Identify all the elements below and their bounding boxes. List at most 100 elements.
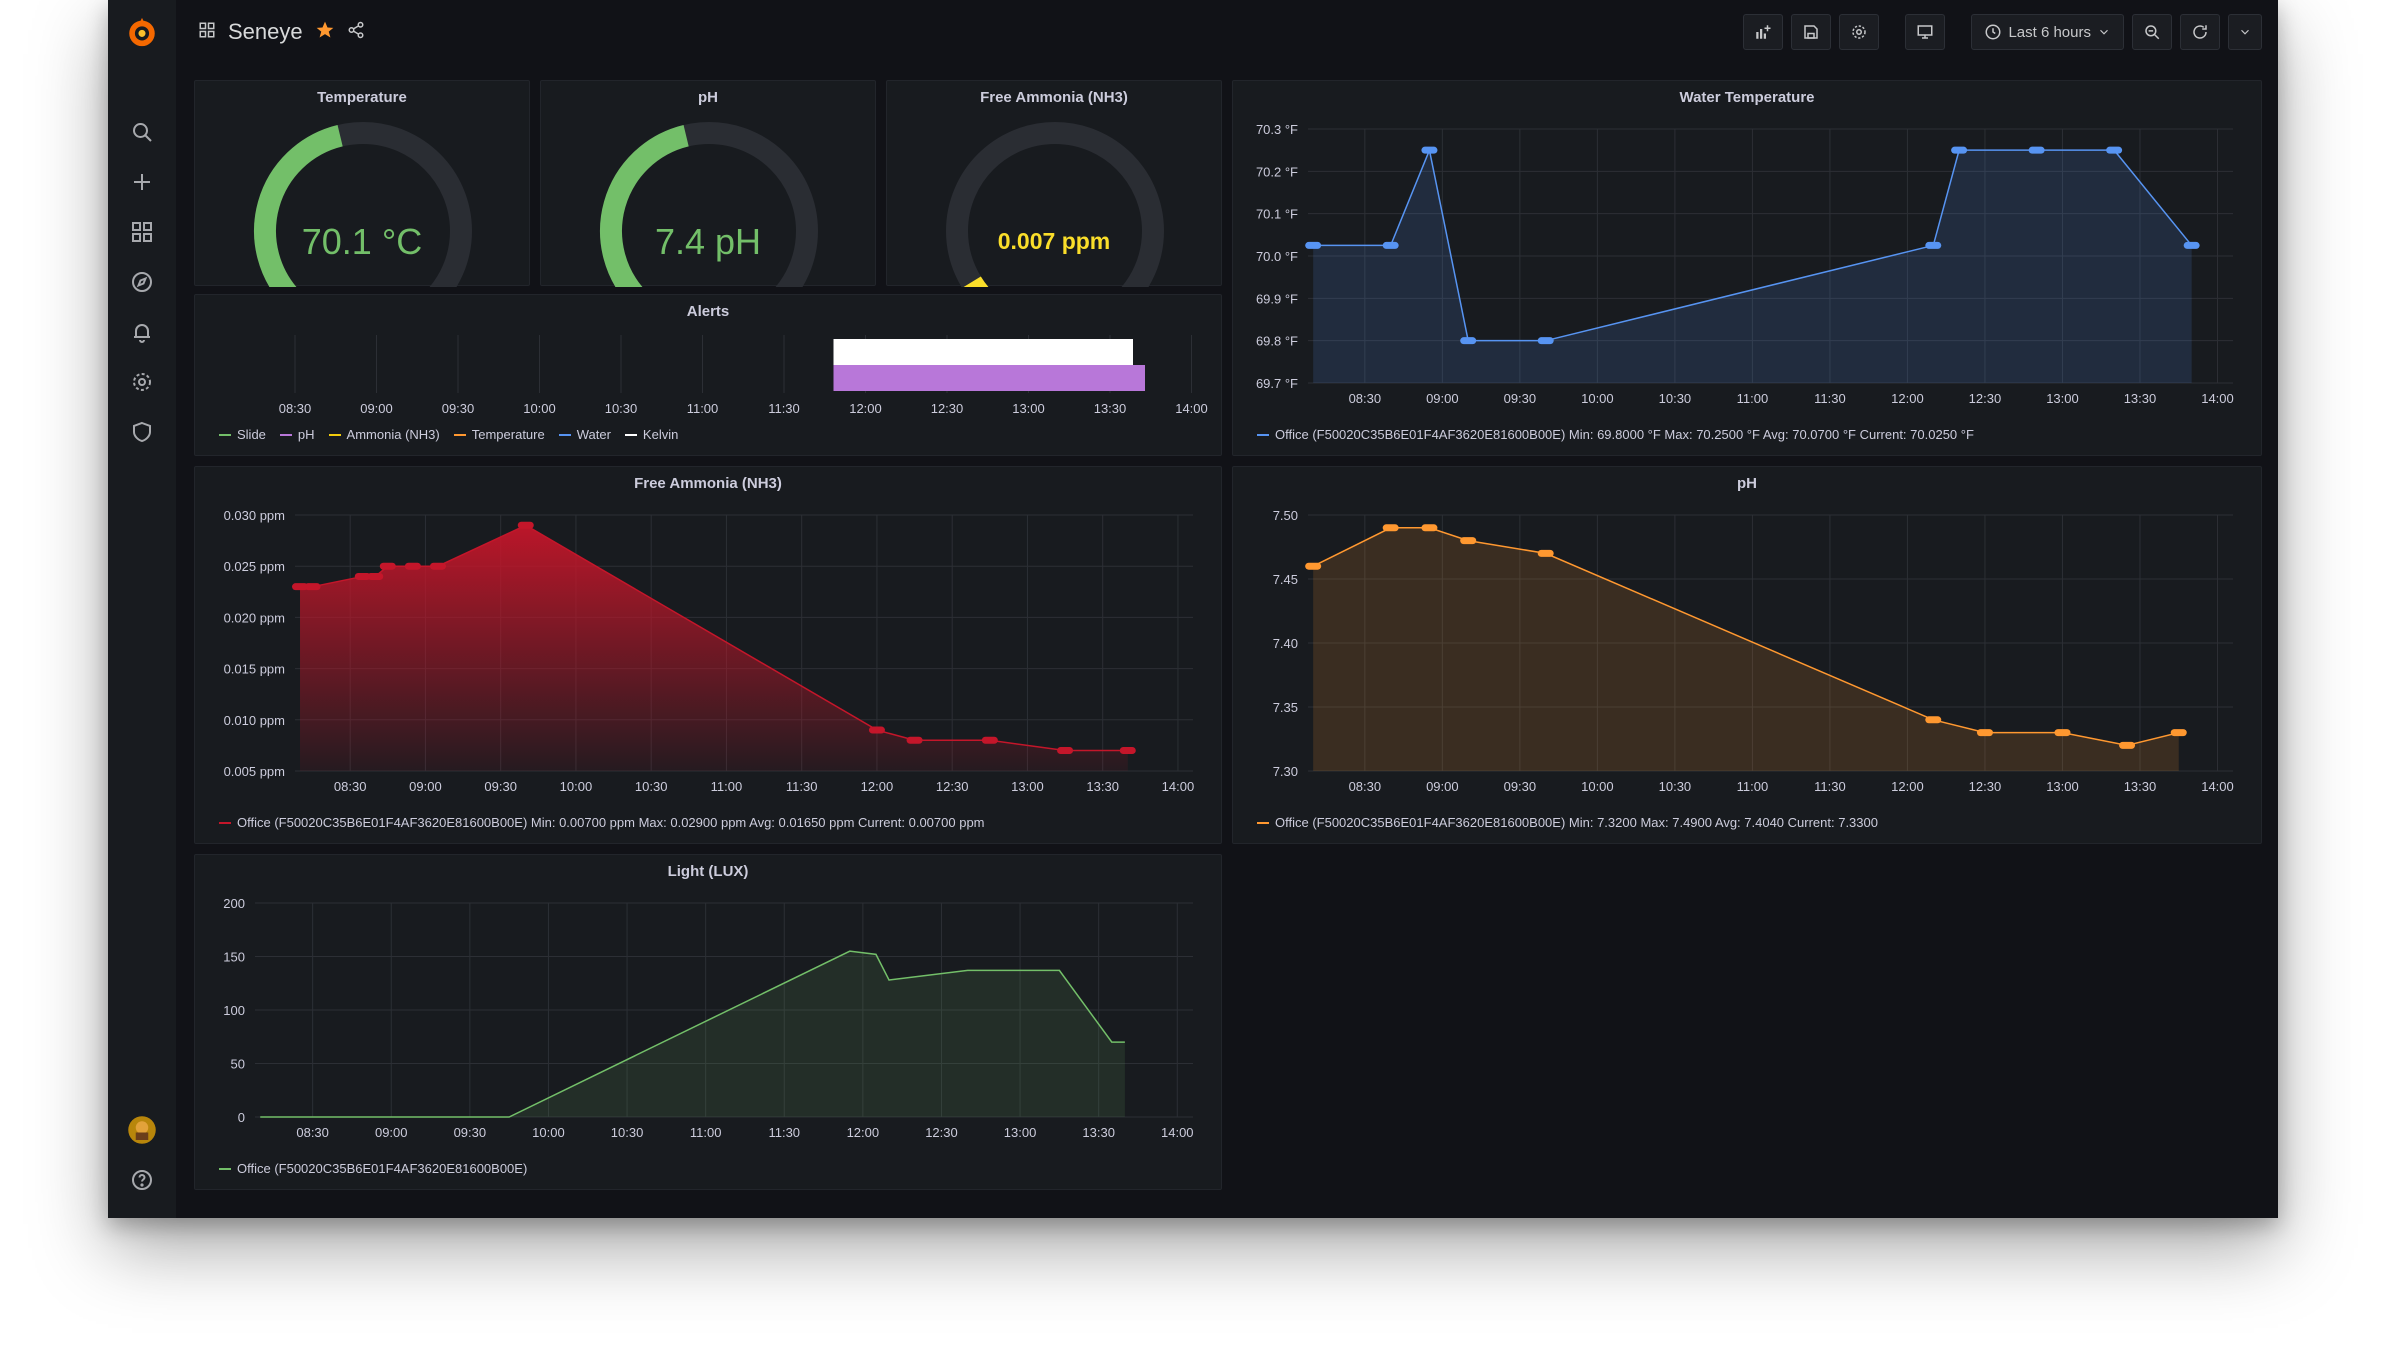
x-tick-label: 11:30 xyxy=(1814,391,1846,406)
y-tick-label: 100 xyxy=(223,1003,245,1018)
x-tick-label: 09:00 xyxy=(375,1125,408,1140)
tv-mode-button[interactable] xyxy=(1905,14,1946,50)
panel-title: Free Ammonia (NH3) xyxy=(634,475,782,492)
series-line xyxy=(1313,147,2193,342)
x-tick-label: 12:30 xyxy=(1969,779,2002,794)
data-point xyxy=(1460,337,1477,345)
data-point xyxy=(1119,747,1136,755)
x-tick-label: 08:30 xyxy=(334,779,367,794)
grid-icon xyxy=(198,21,216,44)
x-tick-label: 09:00 xyxy=(360,401,393,416)
chart-legend[interactable]: Office (F50020C35B6E01F4AF3620E81600B00E… xyxy=(1257,815,1878,830)
ammonia-gauge-panel[interactable]: Free Ammonia (NH3) 0.007 ppm xyxy=(886,80,1222,287)
data-point xyxy=(1925,241,1942,249)
legend-item[interactable]: Water xyxy=(558,427,611,442)
x-tick-label: 09:30 xyxy=(442,401,475,416)
x-tick-label: 11:00 xyxy=(1737,779,1769,794)
y-tick-label: 200 xyxy=(223,896,245,911)
zoom-out-button[interactable] xyxy=(2132,14,2172,50)
ph-gauge-panel[interactable]: pH 7.4 pH xyxy=(540,80,876,287)
x-tick-label: 12:00 xyxy=(847,1125,880,1140)
legend-item[interactable]: Slide xyxy=(219,427,266,442)
y-tick-label: 0 xyxy=(238,1110,245,1125)
legend-label: Kelvin xyxy=(642,427,679,442)
data-point xyxy=(1537,549,1554,557)
plus-icon[interactable] xyxy=(122,162,162,202)
ph-chart: 7.30 7.35 7.40 7.45 7.50 08:30 09:00 09:30 10:00… xyxy=(1273,508,2234,794)
help-icon[interactable] xyxy=(122,1160,162,1200)
x-tick-label: 13:30 xyxy=(1094,401,1127,416)
save-button[interactable] xyxy=(1791,14,1832,50)
star-icon[interactable] xyxy=(315,20,335,45)
avatar[interactable] xyxy=(122,1110,162,1150)
compass-icon[interactable] xyxy=(122,262,162,302)
x-tick-label: 09:30 xyxy=(1504,391,1537,406)
gauge-fill xyxy=(963,276,989,287)
free-ammonia-panel[interactable]: Free Ammonia (NH3) 0.005 ppm 0.010 ppm 0.0… xyxy=(194,466,1222,844)
data-point xyxy=(367,572,384,580)
x-tick-label: 09:30 xyxy=(454,1125,487,1140)
data-point xyxy=(2170,729,2187,737)
x-tick-label: 08:30 xyxy=(296,1125,329,1140)
free-ammonia-chart: 0.005 ppm 0.010 ppm 0.015 ppm 0.020 ppm 0.02… xyxy=(224,508,1195,794)
y-tick-label: 7.40 xyxy=(1273,636,1298,651)
alert-bar-kelvin xyxy=(833,339,1133,365)
time-range-picker[interactable]: Last 6 hours xyxy=(1971,14,2124,50)
legend-item[interactable]: Ammonia (NH3) xyxy=(328,427,440,442)
y-tick-label: 69.9 °F xyxy=(1256,291,1298,306)
x-tick-label: 09:00 xyxy=(1426,391,1459,406)
x-tick-label: 11:30 xyxy=(786,779,818,794)
data-point xyxy=(1057,747,1074,755)
panel-title: Alerts xyxy=(686,303,730,320)
legend-item[interactable]: Temperature xyxy=(453,427,545,442)
search-icon[interactable] xyxy=(122,112,162,152)
alerts-timeline: 08:30 09:00 09:30 10:00 10:30 11:00 11:30 12:00… xyxy=(279,335,1208,416)
add-panel-button[interactable] xyxy=(1743,14,1784,50)
topbar: Seneye Last 6 xyxy=(176,0,2278,64)
x-tick-label: 14:00 xyxy=(1175,401,1208,416)
legend-label: pH xyxy=(297,427,315,442)
chart-legend[interactable]: Office (F50020C35B6E01F4AF3620E81600B00E… xyxy=(219,815,985,830)
refresh-interval-dropdown[interactable] xyxy=(2228,14,2262,50)
refresh-icon xyxy=(2193,25,2207,39)
alert-bar-ph xyxy=(833,365,1145,391)
dashboard-title[interactable]: Seneye xyxy=(228,19,303,44)
light-panel[interactable]: Light (LUX) 0 50 100 150 200 08:30 09:00 09:30 1… xyxy=(194,854,1222,1190)
bell-icon[interactable] xyxy=(122,312,162,352)
x-tick-label: 14:00 xyxy=(2201,391,2234,406)
sidebar xyxy=(108,0,176,1218)
temperature-gauge-panel[interactable]: Temperature 70.1 °C xyxy=(194,80,530,287)
share-icon[interactable] xyxy=(347,21,365,44)
x-tick-label: 11:30 xyxy=(768,401,800,416)
ph-panel[interactable]: pH 7.30 7.35 7.40 7.45 7.50 08:30 09:00 09:30 10… xyxy=(1232,466,2262,844)
grafana-window: Seneye Last 6 xyxy=(108,0,2278,1218)
gear-icon[interactable] xyxy=(122,362,162,402)
refresh-button[interactable] xyxy=(2180,14,2220,50)
shield-icon[interactable] xyxy=(122,412,162,452)
gauge xyxy=(600,122,818,287)
legend-item[interactable]: Kelvin xyxy=(624,427,679,442)
data-point xyxy=(868,726,885,734)
x-tick-label: 10:00 xyxy=(1581,779,1614,794)
data-point xyxy=(1421,146,1438,154)
legend-item[interactable]: pH xyxy=(279,427,315,442)
data-point xyxy=(1305,241,1322,249)
save-icon xyxy=(1804,25,1819,39)
y-tick-label: 0.030 ppm xyxy=(224,508,285,523)
add-panel-icon xyxy=(1756,25,1771,39)
panel-title: Light (LUX) xyxy=(667,863,749,880)
alerts-panel[interactable]: Alerts 08:30 09:00 09:30 10:00 10:30 11:00 11:… xyxy=(194,294,1222,456)
grafana-logo-icon[interactable] xyxy=(122,12,162,52)
x-tick-label: 13:30 xyxy=(2124,391,2157,406)
x-tick-label: 11:00 xyxy=(711,779,743,794)
data-point xyxy=(2119,741,2136,749)
gauge-value: 0.007 ppm xyxy=(997,228,1111,254)
dashboards-icon[interactable] xyxy=(122,212,162,252)
series-area xyxy=(1313,527,2179,771)
chart-legend[interactable]: Office (F50020C35B6E01F4AF3620E81600B00E… xyxy=(1257,427,1974,442)
data-point xyxy=(1976,729,1993,737)
series-area xyxy=(300,525,1128,771)
settings-button[interactable] xyxy=(1839,14,1880,50)
chart-legend[interactable]: Office (F50020C35B6E01F4AF3620E81600B00E… xyxy=(219,1161,527,1176)
water-temperature-panel[interactable]: Water Temperature 69.7 °F 69.8 °F 69.9 °F 7… xyxy=(1232,80,2262,456)
